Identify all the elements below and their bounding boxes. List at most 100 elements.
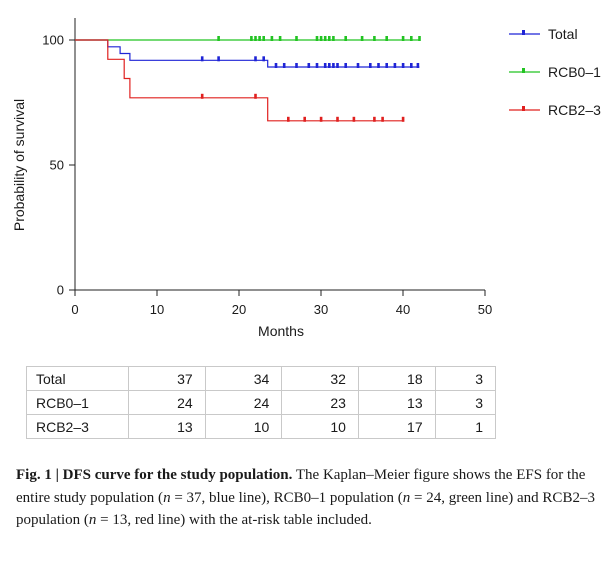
at-risk-count: 10 bbox=[281, 414, 359, 439]
censor-mark bbox=[295, 63, 298, 68]
caption-title: DFS curve for the study population. bbox=[62, 467, 293, 483]
censor-mark bbox=[217, 56, 220, 62]
at-risk-count: 13 bbox=[357, 390, 436, 415]
censor-mark bbox=[274, 63, 278, 68]
censor-mark bbox=[332, 63, 335, 68]
censor-mark bbox=[344, 63, 347, 68]
censor-mark bbox=[369, 63, 372, 68]
censor-mark bbox=[217, 36, 220, 41]
censor-mark bbox=[323, 36, 327, 41]
censor-mark bbox=[315, 63, 319, 68]
legend-swatch-mark bbox=[522, 30, 525, 35]
at-risk-count: 17 bbox=[357, 414, 436, 439]
at-risk-count: 24 bbox=[204, 390, 283, 415]
at-risk-count: 1 bbox=[434, 414, 497, 439]
censor-mark bbox=[328, 36, 331, 41]
at-risk-count: 18 bbox=[357, 366, 436, 391]
censor-mark bbox=[418, 36, 421, 41]
series-line bbox=[75, 39, 403, 122]
censor-mark bbox=[319, 36, 323, 41]
y-tick-label: 100 bbox=[42, 33, 64, 48]
caption-n: n bbox=[402, 489, 411, 506]
censor-mark bbox=[282, 63, 286, 68]
series-line bbox=[75, 39, 420, 68]
x-tick-label: 40 bbox=[396, 302, 410, 317]
at-risk-count: 23 bbox=[281, 390, 359, 415]
figure-caption: Fig. 1 | DFS curve for the study populat… bbox=[16, 464, 606, 532]
caption-text: = 13, red line) with the at-risk table i… bbox=[96, 512, 372, 528]
censor-mark bbox=[200, 56, 204, 62]
censor-mark bbox=[393, 63, 397, 68]
legend-label: RCB2–3 bbox=[548, 102, 601, 118]
row-label: RCB2–3 bbox=[26, 414, 129, 439]
censor-mark bbox=[336, 63, 339, 68]
at-risk-count: 34 bbox=[204, 366, 283, 391]
at-risk-table: Total 37 34 32 18 3 RCB0–1 24 24 23 13 3 RCB2–3 13 10 1… bbox=[26, 366, 497, 439]
censor-mark bbox=[254, 93, 257, 99]
censor-mark bbox=[319, 116, 323, 122]
x-axis-label: Months bbox=[258, 323, 304, 339]
x-tick-label: 20 bbox=[232, 302, 246, 317]
censor-mark bbox=[262, 36, 265, 41]
censor-mark bbox=[336, 116, 339, 122]
censor-mark bbox=[381, 116, 384, 122]
x-tick-label: 30 bbox=[314, 302, 328, 317]
at-risk-count: 24 bbox=[128, 390, 206, 415]
censor-mark bbox=[356, 63, 360, 68]
censor-mark bbox=[278, 36, 282, 41]
at-risk-count: 32 bbox=[281, 366, 359, 391]
censor-mark bbox=[385, 63, 388, 68]
x-tick-label: 0 bbox=[71, 302, 78, 317]
censor-mark bbox=[303, 116, 306, 122]
censor-mark bbox=[315, 36, 319, 41]
caption-text: = 24, green line) and RCB2–3 population … bbox=[16, 489, 595, 529]
legend-label: Total bbox=[548, 26, 578, 42]
at-risk-count: 37 bbox=[128, 366, 206, 391]
censor-mark bbox=[373, 36, 376, 41]
caption-text: The Kaplan–Meier figure shows the EFS fo… bbox=[16, 467, 586, 506]
y-tick-label: 0 bbox=[57, 283, 64, 298]
censor-mark bbox=[332, 36, 335, 41]
censor-mark bbox=[254, 36, 257, 41]
table-row: Total 37 34 32 18 3 bbox=[26, 366, 497, 391]
censor-mark bbox=[323, 63, 327, 68]
censor-mark bbox=[258, 36, 261, 41]
censor-mark bbox=[352, 116, 356, 122]
censor-mark bbox=[254, 56, 257, 62]
censor-mark bbox=[401, 36, 405, 41]
at-risk-count: 13 bbox=[128, 414, 206, 439]
at-risk-count: 10 bbox=[204, 414, 283, 439]
censor-mark bbox=[262, 56, 265, 62]
at-risk-count: 3 bbox=[434, 390, 497, 415]
caption-text: = 37, blue line), RCB0–1 population ( bbox=[170, 489, 403, 506]
chart-axes: 0 10 20 30 40 50 0 50 100 bbox=[42, 18, 492, 317]
chart-legend: Total RCB0–1 RCB2–3 bbox=[509, 26, 601, 118]
censor-mark bbox=[250, 36, 253, 41]
censor-mark bbox=[328, 63, 331, 68]
censor-mark bbox=[307, 63, 311, 68]
series-layer bbox=[75, 36, 421, 122]
y-axis-label: Probability of survival bbox=[11, 99, 27, 231]
censor-mark bbox=[377, 63, 380, 68]
caption-n: n bbox=[88, 512, 97, 528]
row-label: Total bbox=[26, 366, 129, 391]
caption-n: n bbox=[163, 489, 171, 506]
table-row: RCB0–1 24 24 23 13 3 bbox=[26, 390, 497, 415]
y-tick-label: 50 bbox=[50, 158, 64, 173]
table-row: RCB2–3 13 10 10 17 1 bbox=[26, 414, 497, 439]
legend-swatch-mark bbox=[522, 106, 525, 111]
km-survival-chart: 0 10 20 30 40 50 0 50 100 Total RCB0–1 RCB2–3 Prob… bbox=[11, 18, 601, 339]
censor-mark bbox=[401, 63, 405, 68]
censor-mark bbox=[410, 63, 413, 68]
censor-mark bbox=[295, 36, 298, 41]
at-risk-count: 3 bbox=[434, 366, 497, 391]
censor-mark bbox=[200, 93, 204, 99]
censor-mark bbox=[270, 36, 274, 41]
censor-mark bbox=[360, 36, 364, 41]
censor-mark bbox=[344, 36, 347, 41]
censor-mark bbox=[287, 116, 290, 122]
x-tick-label: 50 bbox=[478, 302, 492, 317]
row-label: RCB0–1 bbox=[26, 390, 129, 415]
caption-fig-label: Fig. 1 | bbox=[16, 467, 63, 483]
censor-mark bbox=[410, 36, 413, 41]
